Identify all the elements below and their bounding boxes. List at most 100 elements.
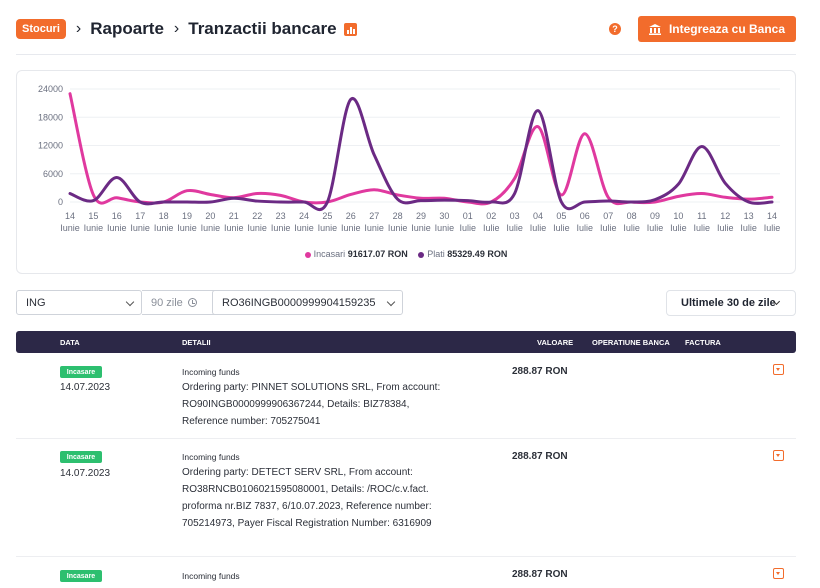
column-header-detalii: DETALII	[182, 338, 211, 347]
x-tick-label: 16	[112, 211, 122, 221]
bar-chart-icon[interactable]	[343, 22, 357, 36]
account-select[interactable]: RO36INGB0000999904159235	[212, 290, 403, 315]
chart-legend: Incasari 91617.07 RON Plati 85329.49 RON	[17, 249, 795, 259]
x-tick-label: 11	[697, 211, 706, 221]
row-value: 288.87 RON	[512, 366, 568, 377]
x-tick-label: 04	[533, 211, 543, 221]
x-tick-label: 08	[627, 211, 637, 221]
y-tick-label: 18000	[38, 112, 63, 122]
chart-card: 24000 18000 12000 6000 0 14 Iunie 15 Iunie 16 Iuni…	[16, 70, 796, 274]
x-tick-month: Iunie	[247, 223, 267, 233]
x-tick-month: Iunie	[107, 223, 127, 233]
legend-item-plati[interactable]: Plati 85329.49 RON	[418, 249, 507, 259]
x-tick-month: Iulie	[483, 223, 500, 233]
x-tick-label: 03	[510, 211, 520, 221]
x-tick-month: Iunie	[364, 223, 384, 233]
row-value: 288.87 RON	[512, 451, 568, 462]
bank-select-value: ING	[26, 296, 46, 309]
days-field[interactable]: 90 zile	[142, 290, 222, 315]
x-tick-label: 30	[439, 211, 449, 221]
x-tick-label: 12	[720, 211, 730, 221]
x-tick-label: 05	[556, 211, 566, 221]
table-row[interactable]: Incasare 14.07.2023 Incoming funds Order…	[16, 439, 796, 557]
x-tick-month: Iunie	[224, 223, 244, 233]
type-badge: Incasare	[60, 366, 102, 378]
x-tick-month: Iulie	[694, 223, 711, 233]
x-tick-month: Iulie	[717, 223, 734, 233]
x-tick-month: Iunie	[177, 223, 197, 233]
days-value: 90 zile	[151, 296, 183, 309]
x-tick-label: 21	[229, 211, 239, 221]
x-tick-month: Iunie	[154, 223, 174, 233]
x-tick-month: Iunie	[201, 223, 221, 233]
header-divider	[16, 54, 796, 55]
type-badge: Incasare	[60, 570, 102, 582]
bank-select[interactable]: ING	[16, 290, 142, 315]
expand-icon[interactable]	[773, 364, 784, 375]
x-tick-month: Iulie	[577, 223, 594, 233]
x-tick-month: Iulie	[506, 223, 523, 233]
x-tick-label: 27	[369, 211, 379, 221]
period-dropdown[interactable]: Ultimele 30 de zile	[666, 290, 796, 316]
chevron-down-icon	[386, 297, 396, 307]
x-tick-label: 10	[673, 211, 683, 221]
chevron-down-icon	[125, 297, 135, 307]
page-title: Tranzactii bancare	[188, 19, 337, 38]
account-select-value: RO36INGB0000999904159235	[222, 296, 376, 309]
x-tick-label: 19	[182, 211, 192, 221]
expand-icon[interactable]	[773, 450, 784, 461]
x-tick-label: 02	[486, 211, 496, 221]
x-tick-month: Iulie	[740, 223, 757, 233]
integrate-bank-label: Integreaza cu Banca	[668, 22, 785, 36]
bank-icon	[648, 23, 661, 35]
x-tick-month: Iunie	[294, 223, 314, 233]
help-icon[interactable]: ?	[608, 23, 621, 35]
y-tick-label: 0	[58, 197, 63, 207]
x-tick-month: Iunie	[435, 223, 455, 233]
x-tick-month: Iunie	[341, 223, 361, 233]
row-kind: Incoming funds	[182, 452, 240, 462]
x-tick-label: 22	[252, 211, 262, 221]
legend-label-plati: Plati	[427, 249, 445, 259]
column-header-factura: FACTURA	[685, 338, 721, 347]
x-tick-label: 14	[767, 211, 777, 221]
row-details: Ordering party: PINNET SOLUTIONS SRL, Fr…	[182, 382, 441, 427]
integrate-bank-button[interactable]: Integreaza cu Banca	[637, 16, 796, 42]
row-kind: Incoming funds	[182, 367, 240, 377]
x-tick-label: 17	[135, 211, 145, 221]
series-line-plati[interactable]	[68, 97, 774, 212]
table-header: DATA DETALII VALOARE OPERATIUNE BANCA FA…	[16, 331, 796, 353]
x-tick-label: 09	[650, 211, 660, 221]
clock-icon	[187, 298, 197, 307]
expand-icon[interactable]	[773, 568, 784, 579]
legend-dot-incasari	[304, 251, 311, 258]
x-tick-month: Iunie	[411, 223, 431, 233]
y-tick-label: 6000	[43, 169, 63, 179]
page-header: Stocuri › Rapoarte › Tranzactii bancare …	[16, 15, 796, 43]
x-tick-label: 24	[299, 211, 309, 221]
breadcrumb-rapoarte[interactable]: Rapoarte	[90, 19, 164, 38]
legend-total-plati: 85329.49 RON	[447, 249, 508, 259]
legend-item-incasari[interactable]: Incasari 91617.07 RON	[304, 249, 411, 259]
column-header-valoare: VALOARE	[537, 338, 574, 347]
x-tick-label: 01	[463, 211, 473, 221]
stocuri-chip[interactable]: Stocuri	[16, 19, 66, 39]
x-tick-label: 13	[744, 211, 754, 221]
row-date: 14.07.2023	[60, 382, 111, 393]
x-tick-label: 18	[159, 211, 169, 221]
chevron-right-icon: ›	[173, 20, 180, 37]
x-tick-month: Iulie	[764, 223, 781, 233]
column-header-data: DATA	[60, 338, 80, 347]
x-tick-label: 23	[276, 211, 286, 221]
row-kind: Incoming funds	[182, 571, 240, 581]
legend-total-incasari: 91617.07 RON	[347, 249, 408, 259]
series-line-incasari[interactable]	[68, 92, 774, 206]
table-row[interactable]: Incasare Incoming funds 288.87 RON	[16, 557, 796, 588]
x-tick-month: Iunie	[60, 223, 80, 233]
x-tick-month: Iulie	[553, 223, 570, 233]
x-tick-month: Iunie	[130, 223, 150, 233]
x-tick-month: Iulie	[670, 223, 687, 233]
table-row[interactable]: Incasare 14.07.2023 Incoming funds Order…	[16, 353, 796, 439]
x-tick-label: 25	[322, 211, 332, 221]
x-tick-month: Iunie	[271, 223, 291, 233]
